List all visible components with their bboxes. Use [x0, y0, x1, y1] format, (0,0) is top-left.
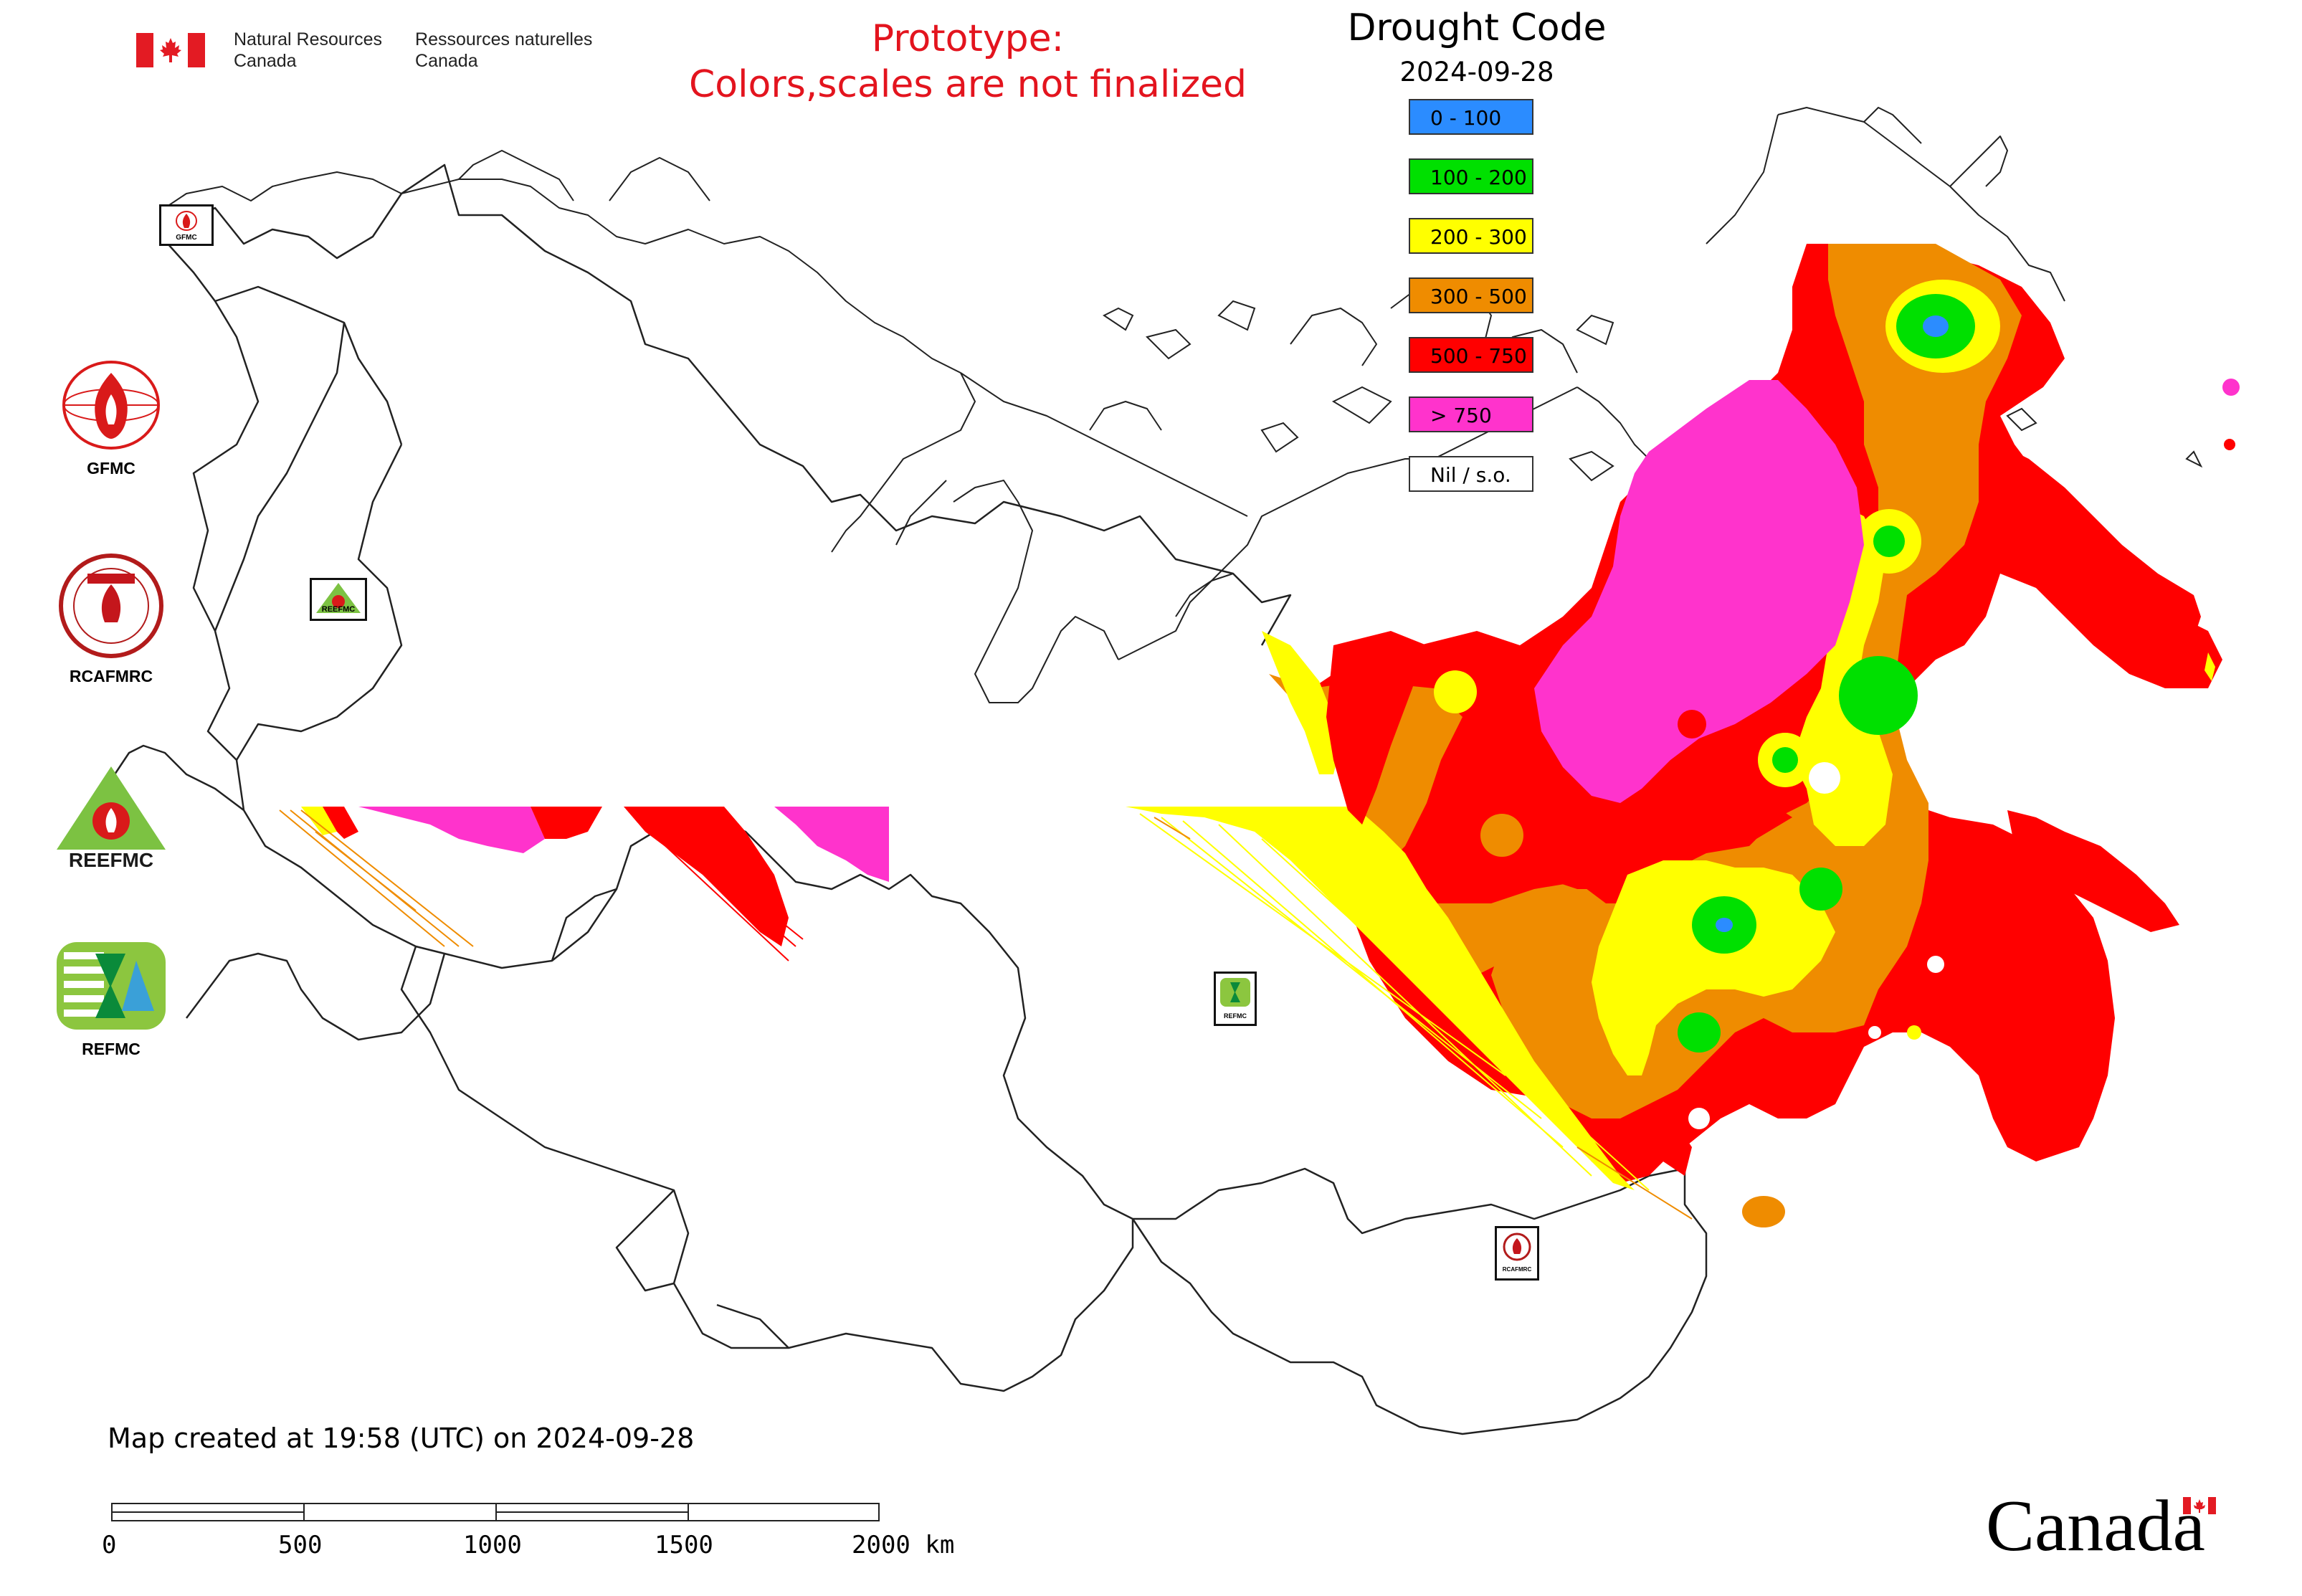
drought-code-zones	[1262, 244, 2240, 1227]
partner-refmc: REFMC	[39, 939, 183, 1059]
refmc-marker-label: REFMC	[1224, 1012, 1247, 1020]
partner-gfmc: GFMC	[39, 358, 183, 478]
legend-item: 100 - 200	[1409, 158, 1533, 194]
canada-wordmark: Canada	[1986, 1486, 2205, 1567]
scale-midline	[111, 1511, 303, 1513]
legend-item: 200 - 300	[1409, 218, 1533, 254]
rcafmrc-marker-label: RCAFMRC	[1503, 1266, 1532, 1273]
country-borders	[106, 163, 1708, 1435]
data-stripe-artifacts	[279, 631, 1693, 1220]
legend-item: 500 - 750	[1409, 337, 1533, 373]
map-created-timestamp: Map created at 19:58 (UTC) on 2024-09-28	[108, 1422, 695, 1454]
map-marker-gfmc: GFMC	[159, 204, 214, 246]
map-marker-rcafmrc: RCAFMRC	[1495, 1226, 1539, 1281]
rcafmrc-logo-icon	[59, 554, 163, 658]
legend-item: 0 - 100	[1409, 99, 1533, 135]
partner-caption: REFMC	[82, 1040, 141, 1058]
scale-label: 1500	[655, 1531, 713, 1559]
legend-item: Nil / s.o.	[1409, 456, 1533, 492]
legend-date: 2024-09-28	[1399, 57, 1554, 87]
scale-label: 1000	[463, 1531, 522, 1559]
department-fr-line2: Canada	[415, 51, 478, 71]
partner-caption: RCAFMRC	[69, 667, 153, 685]
legend-item: 300 - 500	[1409, 277, 1533, 313]
scale-segment	[303, 1503, 497, 1521]
department-fr-line1: Ressources naturelles	[415, 29, 593, 49]
department-en-line2: Canada	[234, 51, 297, 71]
reefmc-marker-icon: REEFMC	[316, 583, 361, 614]
government-signature: Natural Resources Canada Ressources natu…	[136, 29, 625, 72]
partner-caption: GFMC	[87, 459, 135, 478]
scale-label: 500	[278, 1531, 323, 1559]
map-marker-reefmc: REEFMC	[310, 578, 367, 621]
department-name-fr: Ressources naturelles Canada	[415, 29, 592, 72]
scale-label: 0	[102, 1531, 117, 1559]
prototype-line1: Prototype:	[871, 17, 1065, 60]
legend-title: Drought Code	[1347, 6, 1607, 49]
department-en-line1: Natural Resources	[234, 29, 383, 49]
gfmc-marker-icon: GFMC	[176, 211, 197, 242]
canada-flag-icon	[136, 33, 205, 67]
legend-item: > 750	[1409, 396, 1533, 432]
wordmark-flag-icon	[2183, 1497, 2216, 1514]
map-marker-refmc: REFMC	[1214, 972, 1257, 1026]
department-name-en: Natural Resources Canada	[234, 29, 382, 72]
scale-midline	[495, 1511, 688, 1513]
refmc-marker-icon: REFMC	[1220, 978, 1250, 1020]
scale-segment	[688, 1503, 880, 1521]
partner-reefmc: REEFMC	[39, 764, 183, 874]
gfmc-logo-icon	[62, 361, 160, 450]
reefmc-logo-text: REEFMC	[69, 849, 153, 871]
rcafmrc-marker-icon: RCAFMRC	[1503, 1232, 1532, 1273]
prototype-notice: Prototype: Colors,scales are not finaliz…	[645, 16, 1290, 108]
arctic-islands	[1103, 300, 2203, 482]
refmc-logo-icon	[57, 942, 166, 1030]
reefmc-logo-icon: REEFMC	[57, 766, 166, 871]
reefmc-marker-label: REEFMC	[322, 605, 356, 614]
scale-label: 2000 km	[852, 1531, 955, 1559]
gfmc-marker-label: GFMC	[176, 234, 196, 242]
prototype-line2: Colors,scales are not finalized	[688, 63, 1247, 106]
partner-rcafmrc: RCAFMRC	[39, 552, 183, 686]
scale-bar	[111, 1503, 880, 1524]
